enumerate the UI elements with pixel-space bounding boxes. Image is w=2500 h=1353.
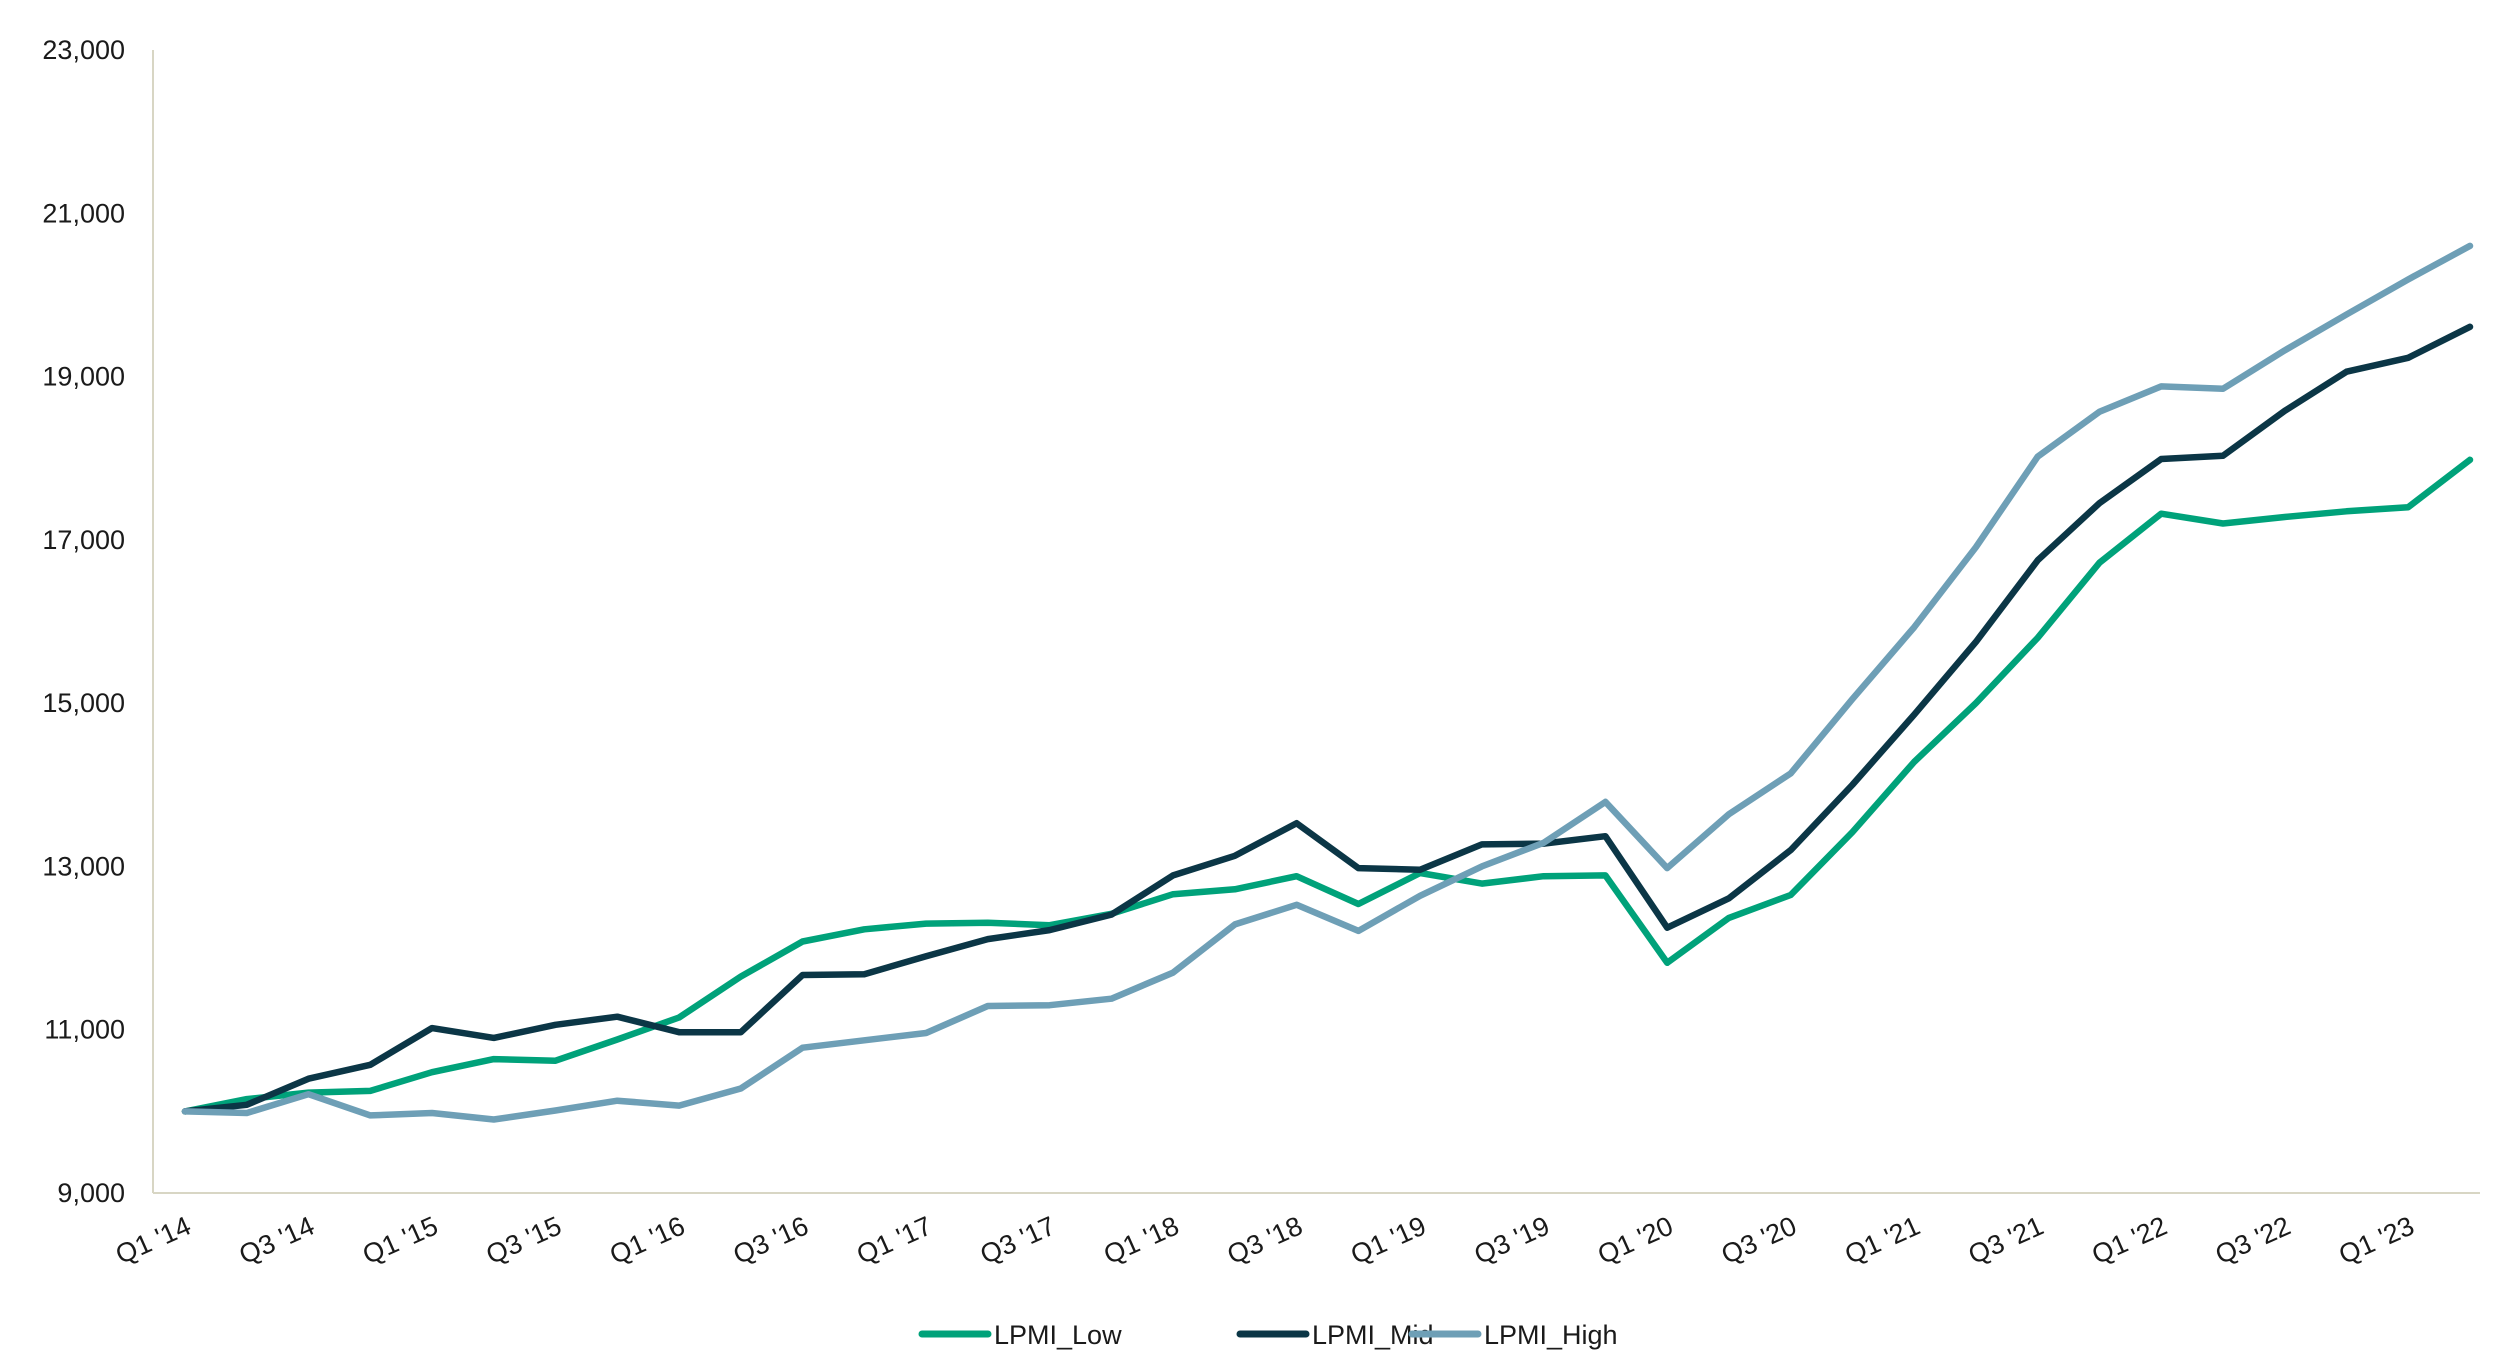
x-tick-label: Q1 '23 [2334,1211,2418,1270]
x-tick-label: Q3 '19 [1470,1211,1554,1270]
x-tick-label: Q3 '17 [976,1211,1060,1270]
legend: LPMI_Low LPMI_Mid LPMI_High [918,1320,1618,1350]
x-tick-label: Q1 '18 [1099,1211,1183,1270]
legend-label: LPMI_High [1484,1320,1618,1350]
y-tick-label: 19,000 [42,362,125,392]
x-tick-label: Q1 '21 [1840,1211,1924,1270]
x-tick-label: Q3 '16 [729,1211,813,1270]
y-tick-label: 21,000 [42,198,125,228]
x-tick-label: Q3 '14 [235,1211,319,1270]
axes [152,50,2480,1194]
x-tick-labels: Q1 '14 Q3 '14 Q1 '15 Q3 '15 Q1 '16 Q3 '16 Q1 '… [111,1211,2418,1270]
x-tick-label: Q1 '14 [111,1211,195,1270]
y-tick-label: 17,000 [42,525,125,555]
y-tick-label: 23,000 [42,35,125,65]
legend-label: LPMI_Low [994,1320,1122,1350]
x-tick-label: Q3 '15 [482,1211,566,1270]
y-tick-label: 9,000 [57,1178,125,1208]
series-line-lpmi-mid [181,323,2474,1115]
x-tick-label: Q1 '19 [1346,1211,1430,1270]
x-tick-label: Q1 '16 [605,1211,689,1270]
y-tick-label: 11,000 [44,1015,125,1045]
x-tick-label: Q3 '18 [1223,1211,1307,1270]
x-tick-label: Q3 '20 [1717,1211,1801,1270]
x-tick-label: Q1 '22 [2087,1211,2171,1270]
x-tick-label: Q1 '15 [358,1211,442,1270]
series-lines [181,242,2474,1123]
series-line-lpmi-low [181,456,2474,1115]
y-tick-labels: 9,000 11,000 13,000 15,000 17,000 19,000 21,00… [42,35,125,1208]
x-tick-label: Q3 '21 [1964,1211,2048,1270]
x-tick-label: Q3 '22 [2211,1211,2295,1270]
x-tick-label: Q1 '20 [1593,1211,1677,1270]
series-line-lpmi-high [181,242,2474,1123]
x-tick-label: Q1 '17 [852,1211,936,1270]
y-tick-label: 13,000 [42,851,125,881]
y-tick-label: 15,000 [42,688,125,718]
